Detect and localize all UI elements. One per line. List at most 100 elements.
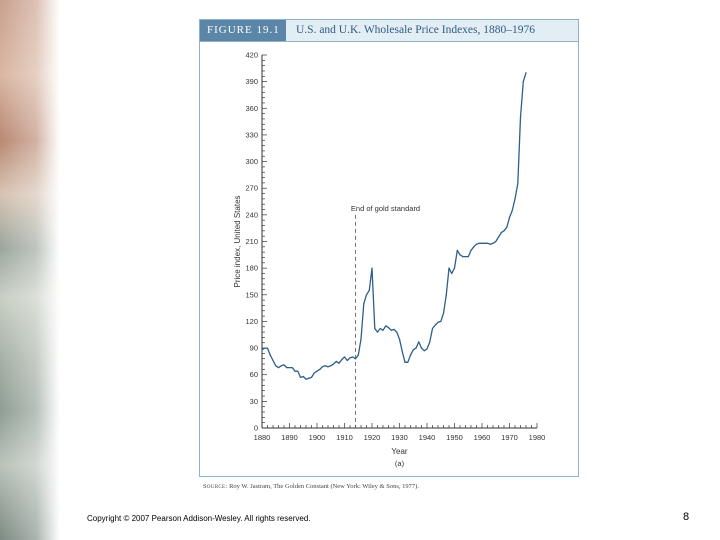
- data-point: [442, 312, 445, 315]
- data-point: [302, 375, 304, 378]
- data-point: [503, 230, 505, 232]
- data-point: [431, 327, 434, 330]
- data-point: [481, 242, 483, 244]
- data-point: [291, 367, 293, 369]
- x-tick-label: 1980: [529, 433, 546, 442]
- data-point: [313, 372, 315, 374]
- data-point: [319, 368, 321, 370]
- x-tick-label: 1890: [281, 433, 298, 442]
- data-point: [415, 347, 417, 349]
- y-tick-label: 90: [250, 344, 258, 353]
- data-point: [390, 329, 392, 331]
- data-point: [453, 267, 456, 269]
- decorative-currency-strip: [0, 0, 60, 540]
- data-point: [352, 356, 354, 358]
- y-tick-label: 0: [254, 424, 258, 433]
- data-point: [401, 351, 403, 353]
- data-point: [500, 232, 502, 234]
- data-point: [451, 272, 453, 275]
- data-point: [522, 81, 524, 83]
- data-point: [365, 294, 368, 296]
- data-point: [324, 365, 326, 367]
- y-tick-label: 270: [245, 184, 258, 193]
- data-point: [448, 267, 450, 269]
- data-point: [269, 354, 271, 356]
- data-point: [385, 325, 387, 327]
- data-point: [277, 367, 280, 369]
- data-point: [396, 331, 398, 333]
- data-point: [294, 370, 296, 372]
- y-tick-label: 360: [245, 104, 258, 113]
- data-point: [349, 357, 351, 359]
- data-point: [478, 242, 480, 244]
- figure-label: FIGURE 19.1: [200, 20, 286, 41]
- data-point: [379, 327, 381, 330]
- data-point: [434, 324, 436, 326]
- data-point: [445, 294, 447, 296]
- data-point: [420, 347, 423, 349]
- data-point: [467, 255, 469, 258]
- source-text: Roy W. Jastram, The Golden Constant (New…: [229, 483, 419, 490]
- y-tick-label: 420: [245, 51, 258, 60]
- data-point: [371, 267, 373, 269]
- x-tick-label: 1910: [336, 433, 353, 442]
- panel-label: (a): [395, 459, 405, 468]
- x-tick-label: 1880: [254, 433, 271, 442]
- source-label: Source:: [203, 483, 228, 490]
- data-point: [286, 367, 288, 369]
- data-point: [409, 354, 412, 356]
- data-point: [470, 249, 472, 251]
- us-price-index-line: [261, 72, 527, 380]
- data-point: [404, 361, 406, 363]
- data-point: [343, 356, 346, 358]
- price-index-chart: 0 30 60 90 120 150 180 210 240 270 300 330 360 390 420…: [233, 51, 546, 469]
- data-point: [492, 242, 494, 244]
- data-point: [341, 359, 343, 361]
- y-tick-label: 300: [245, 157, 258, 166]
- data-point: [264, 347, 266, 349]
- data-point: [393, 328, 395, 331]
- y-tick-label: 150: [245, 290, 258, 299]
- y-tick-label: 210: [245, 237, 258, 246]
- data-point: [357, 354, 359, 356]
- data-point: [412, 349, 414, 351]
- data-point: [489, 243, 491, 245]
- data-point: [338, 362, 340, 364]
- data-point: [387, 327, 390, 329]
- data-point: [346, 359, 348, 362]
- data-point: [495, 240, 497, 243]
- data-point: [283, 364, 285, 366]
- data-point: [305, 378, 307, 380]
- data-point: [511, 209, 513, 212]
- data-point: [456, 249, 458, 251]
- y-tick-label: 390: [245, 77, 258, 86]
- data-point: [464, 255, 467, 258]
- data-point: [266, 347, 269, 349]
- x-tick-label: 1930: [391, 433, 408, 442]
- y-tick-label: 180: [245, 264, 258, 273]
- data-point: [297, 370, 299, 372]
- y-tick-label: 330: [245, 130, 258, 139]
- data-point: [517, 183, 519, 185]
- data-point: [316, 370, 318, 372]
- data-point: [426, 348, 428, 350]
- data-point: [398, 338, 401, 340]
- data-point: [484, 242, 486, 244]
- data-point: [272, 359, 274, 362]
- data-point: [382, 329, 384, 331]
- x-tick-label: 1900: [309, 433, 326, 442]
- data-point: [519, 116, 522, 118]
- data-point: [506, 226, 508, 228]
- x-tick-label: 1940: [419, 433, 436, 442]
- data-point: [368, 289, 370, 291]
- x-tick-label: 1960: [474, 433, 491, 442]
- data-point: [299, 376, 302, 378]
- data-point: [525, 72, 527, 74]
- figure-title: U.S. and U.K. Wholesale Price Indexes, 1…: [296, 24, 536, 36]
- data-point: [407, 361, 409, 363]
- data-point: [360, 338, 362, 340]
- source-note: Source: Roy W. Jastram, The Golden Const…: [203, 483, 419, 490]
- x-tick-label: 1950: [446, 433, 463, 442]
- data-point: [475, 243, 478, 245]
- data-point: [261, 349, 263, 351]
